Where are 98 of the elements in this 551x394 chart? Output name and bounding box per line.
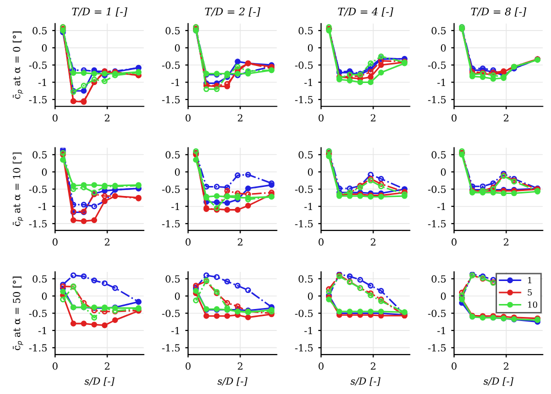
y-tick-label: 0 (174, 168, 180, 176)
x-tick-label: 2 (504, 362, 508, 370)
y-tick-label: -0.5 (428, 61, 446, 69)
y-tick-label: -1 (437, 326, 446, 334)
y-tick-label: -1 (437, 78, 446, 86)
y-tick-label: -1 (171, 326, 180, 334)
x-tick-label: 0 (318, 114, 324, 122)
y-tick-label: -0.5 (162, 310, 180, 318)
y-tick-label: 0 (42, 44, 47, 52)
x-tick-label: 0 (318, 362, 324, 370)
y-tick-label: 0.5 (32, 151, 47, 158)
x-tick-label: 2 (370, 114, 376, 122)
legend-label: 5 (528, 289, 532, 296)
x-tick-label: 2 (238, 114, 242, 122)
x-tick-label: 0 (186, 238, 191, 246)
x-axis-title: s/D [-] (484, 377, 514, 386)
x-tick-label: 2 (104, 238, 110, 246)
y-axis-title: c̄$_{p}$ at α = 0 [°] (12, 32, 24, 99)
y-tick-label: -0.5 (29, 61, 47, 69)
x-tick-label: 0 (318, 238, 324, 246)
y-tick-label: -1 (38, 326, 46, 334)
y-tick-label: -1.5 (29, 96, 47, 104)
y-tick-label: -1 (38, 202, 46, 210)
y-tick-label: -1 (171, 202, 180, 210)
y-tick-label: 0 (174, 292, 180, 300)
chart-title: T/D = 8 [-] (471, 7, 526, 17)
y-tick-label: 0.5 (298, 275, 313, 283)
y-tick-label: 0 (308, 44, 313, 52)
y-tick-label: -0.5 (162, 61, 180, 69)
x-tick-label: 0 (52, 114, 58, 122)
y-tick-label: 0 (308, 292, 313, 300)
legend-label: 1 (528, 277, 532, 284)
x-tick-label: 2 (238, 238, 242, 246)
y-tick-label: -1.5 (295, 220, 313, 228)
legend-label: 10 (528, 301, 538, 308)
y-tick-label: -1 (304, 326, 312, 334)
x-tick-label: 0 (452, 238, 457, 246)
y-tick-label: -1.5 (428, 96, 446, 104)
y-tick-label: 0.5 (32, 27, 47, 34)
x-tick-label: 0 (186, 362, 191, 370)
x-tick-label: 2 (238, 362, 242, 370)
y-tick-label: 0.5 (166, 151, 180, 158)
y-tick-label: -1.5 (162, 96, 180, 104)
y-tick-label: 0.5 (432, 275, 446, 283)
y-tick-label: -1.5 (295, 96, 313, 104)
y-tick-label: 0 (308, 168, 313, 176)
x-axis-title: s/D [-] (84, 377, 114, 386)
y-tick-label: -1 (38, 78, 46, 86)
y-axis-title: c̄$_{p}$ at α = 50 [°] (12, 276, 24, 350)
y-tick-label: 0.5 (432, 27, 446, 34)
y-tick-label: -0.5 (29, 186, 47, 193)
x-tick-label: 0 (186, 114, 191, 122)
y-tick-label: -1 (437, 202, 446, 210)
y-tick-label: 0 (440, 292, 446, 300)
chart-title: T/D = 4 [-] (338, 7, 394, 17)
x-tick-label: 2 (504, 238, 508, 246)
y-tick-label: 0 (42, 168, 47, 176)
y-tick-label: -0.5 (428, 186, 446, 193)
y-tick-label: -1 (304, 202, 312, 210)
x-axis-title: s/D [-] (218, 377, 248, 386)
y-tick-label: 0.5 (32, 275, 47, 283)
y-tick-label: -1.5 (295, 344, 313, 352)
y-tick-label: 0 (440, 44, 446, 52)
x-tick-label: 2 (370, 238, 376, 246)
y-tick-label: -1.5 (162, 344, 180, 352)
y-tick-label: -0.5 (295, 310, 313, 318)
x-tick-label: 0 (52, 362, 58, 370)
y-tick-label: 0.5 (166, 275, 180, 283)
y-tick-label: 0.5 (432, 151, 446, 158)
x-axis-title: s/D [-] (350, 377, 380, 386)
y-tick-label: -1 (304, 78, 312, 86)
y-tick-label: -1.5 (29, 344, 47, 352)
y-tick-label: -1.5 (428, 220, 446, 228)
y-tick-label: -1.5 (29, 220, 47, 228)
chart-title: T/D = 2 [-] (205, 7, 260, 17)
x-tick-label: 0 (452, 362, 457, 370)
x-tick-label: 0 (52, 238, 58, 246)
y-tick-label: -0.5 (295, 186, 313, 193)
x-tick-label: 0 (452, 114, 457, 122)
x-tick-label: 2 (104, 114, 110, 122)
x-tick-label: 2 (504, 114, 508, 122)
y-tick-label: 0.5 (298, 151, 313, 158)
y-axis-title: c̄$_{p}$ at α = 10 [°] (12, 152, 24, 226)
y-tick-label: 0.5 (166, 27, 180, 34)
x-tick-label: 2 (104, 362, 110, 370)
y-tick-label: -0.5 (295, 61, 313, 69)
y-tick-label: -1 (171, 78, 180, 86)
y-tick-label: -0.5 (428, 310, 446, 318)
y-tick-label: -1.5 (162, 220, 180, 228)
y-tick-label: 0 (42, 292, 47, 300)
y-tick-label: -0.5 (29, 310, 47, 318)
y-tick-label: -0.5 (162, 186, 180, 193)
y-tick-label: -1.5 (428, 344, 446, 352)
y-tick-label: 0.5 (298, 27, 313, 34)
y-tick-label: 0 (440, 168, 446, 176)
y-tick-label: 0 (174, 44, 180, 52)
chart-title: T/D = 1 [-] (72, 7, 128, 17)
x-tick-label: 2 (370, 362, 376, 370)
